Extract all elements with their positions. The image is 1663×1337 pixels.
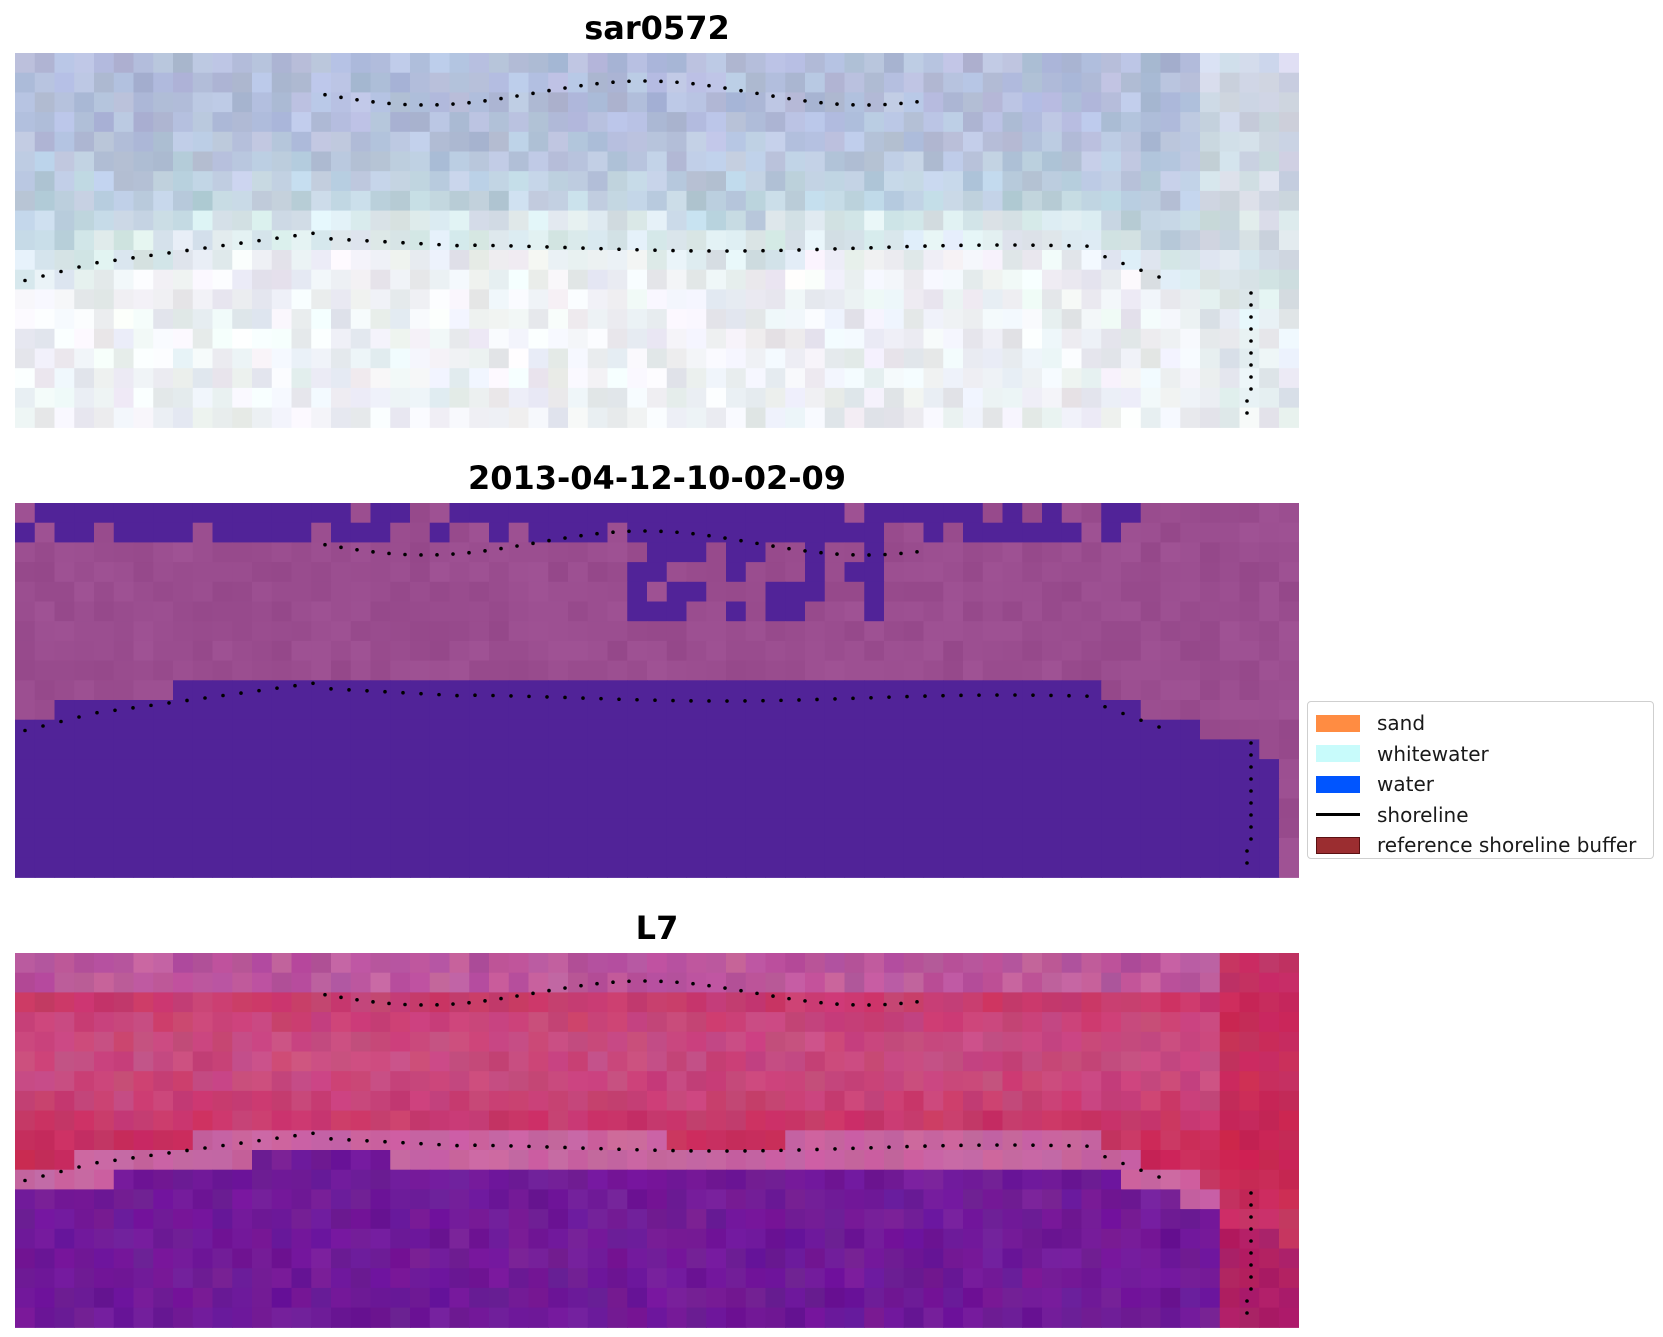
classified-image: [15, 503, 1299, 878]
legend-item-water: water: [1316, 769, 1645, 800]
rgb-image-panel: [15, 53, 1299, 428]
index-image-panel: [15, 953, 1299, 1328]
shoreline-dots: [23, 79, 1253, 415]
legend-item-sand: sand: [1316, 708, 1645, 739]
shoreline-dots: [23, 979, 1253, 1315]
rgb-image: [15, 53, 1299, 428]
sand-swatch: [1316, 714, 1360, 732]
shoreline-line-swatch: [1316, 813, 1360, 817]
legend-label-water: water: [1377, 772, 1434, 797]
shoreline-dots: [23, 529, 1253, 865]
panel-title-date: 2013-04-12-10-02-09: [467, 459, 847, 497]
index-image: [15, 953, 1299, 1328]
legend-item-buffer: reference shoreline buffer: [1316, 830, 1645, 861]
panel-title-satellite: L7: [635, 909, 679, 947]
classified-image-panel: [15, 503, 1299, 878]
panel-title-rgb: sar0572: [584, 9, 730, 47]
legend-label-sand: sand: [1377, 711, 1426, 736]
legend-label-whitewater: whitewater: [1377, 741, 1489, 766]
legend-item-shoreline: shoreline: [1316, 800, 1645, 831]
legend-label-shoreline: shoreline: [1377, 802, 1469, 827]
legend-label-buffer: reference shoreline buffer: [1377, 833, 1637, 858]
buffer-swatch: [1316, 836, 1360, 854]
water-swatch: [1316, 775, 1360, 793]
legend-item-whitewater: whitewater: [1316, 739, 1645, 770]
whitewater-swatch: [1316, 745, 1360, 763]
legend: sand whitewater water shoreline referenc…: [1307, 701, 1654, 859]
